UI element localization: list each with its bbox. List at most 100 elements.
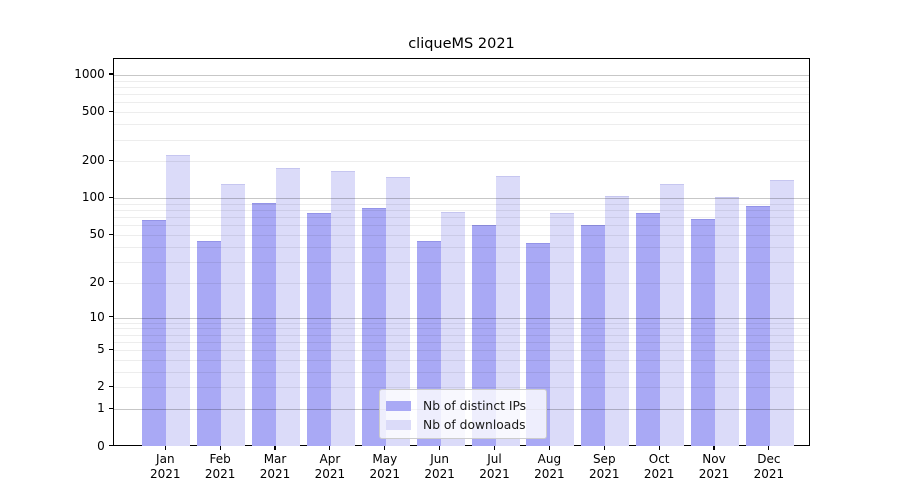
gridline-minor xyxy=(114,80,809,82)
gridline-minor xyxy=(114,328,809,330)
x-tick-month: Apr xyxy=(319,451,341,466)
bar-downloads xyxy=(605,195,630,447)
gridline-minor xyxy=(114,235,809,237)
gridline-major xyxy=(114,198,809,200)
x-tick-label: Jun 2021 xyxy=(408,452,472,482)
x-tick-mark xyxy=(164,445,166,450)
x-tick-month: Oct xyxy=(648,451,670,466)
y-tick-mark xyxy=(108,444,113,447)
gridline-minor xyxy=(114,225,809,227)
x-tick-mark xyxy=(329,445,331,450)
y-tick-label: 100 xyxy=(81,190,105,205)
x-tick-mark xyxy=(439,445,441,450)
gridline-minor xyxy=(114,261,809,263)
x-tick-mark xyxy=(274,445,276,450)
bar-distinct-ips xyxy=(142,219,167,447)
y-tick-mark xyxy=(108,196,113,198)
plot-area xyxy=(113,58,810,447)
gridline-minor xyxy=(114,102,809,104)
x-tick-year: 2021 xyxy=(479,466,510,481)
y-tick-mark xyxy=(108,233,113,235)
x-tick-mark xyxy=(493,445,496,450)
x-tick-mark xyxy=(384,445,386,450)
bar-distinct-ips xyxy=(690,218,715,447)
bar-downloads xyxy=(276,167,301,447)
x-tick-year: 2021 xyxy=(424,466,455,481)
gridline-minor xyxy=(114,387,809,389)
bar-downloads xyxy=(660,184,685,447)
y-tick-label: 1 xyxy=(97,401,105,416)
gridline-minor xyxy=(114,161,809,163)
gridline-major xyxy=(114,75,809,77)
x-tick-label: Nov 2021 xyxy=(682,452,746,482)
gridline-minor xyxy=(114,210,809,212)
y-tick-mark xyxy=(108,407,113,409)
x-tick-mark xyxy=(548,445,550,450)
x-tick-mark xyxy=(713,445,715,450)
bar-distinct-ips xyxy=(636,212,661,447)
x-tick-month: Mar xyxy=(263,451,287,466)
x-tick-label: Jan 2021 xyxy=(133,452,197,482)
x-tick-month: Aug xyxy=(537,451,562,466)
x-tick-month: Nov xyxy=(702,451,726,466)
gridline-minor xyxy=(114,371,809,373)
bar-distinct-ips xyxy=(581,225,606,447)
x-tick-month: Jul xyxy=(487,451,502,466)
legend-label-distinct-ips: Nb of distinct IPs xyxy=(423,398,527,413)
bar-distinct-ips xyxy=(745,205,770,447)
legend-swatch-distinct-ips xyxy=(386,400,411,411)
legend-swatch-downloads xyxy=(386,419,411,430)
gridline-minor xyxy=(114,124,809,126)
bar-downloads xyxy=(166,154,191,447)
y-tick-label: 1000 xyxy=(74,67,105,82)
x-tick-mark xyxy=(603,445,605,450)
x-tick-mark xyxy=(768,445,770,450)
x-tick-label: Jul 2021 xyxy=(463,452,527,482)
x-tick-month: Jun xyxy=(430,451,450,466)
chart-title: cliqueMS 2021 xyxy=(408,36,515,52)
bar-distinct-ips xyxy=(252,202,277,447)
y-tick-mark xyxy=(108,385,113,388)
gridline-major xyxy=(114,317,809,319)
x-tick-year: 2021 xyxy=(259,466,291,481)
x-tick-year: 2021 xyxy=(588,466,620,481)
x-tick-month: May xyxy=(372,451,398,466)
bar-downloads xyxy=(550,212,575,447)
gridline-minor xyxy=(114,246,809,248)
y-tick-mark xyxy=(108,159,113,161)
x-tick-year: 2021 xyxy=(753,466,785,481)
gridline-minor xyxy=(114,94,809,96)
x-tick-year: 2021 xyxy=(314,466,346,481)
bar-downloads xyxy=(769,180,794,447)
x-tick-label: Oct 2021 xyxy=(627,452,691,482)
y-tick-label: 50 xyxy=(89,227,105,242)
y-tick-label: 5 xyxy=(97,342,105,357)
bar-downloads xyxy=(221,183,246,447)
gridline-minor xyxy=(114,217,809,219)
y-tick-mark xyxy=(108,281,113,283)
y-tick-mark xyxy=(108,73,113,75)
x-tick-mark xyxy=(658,445,660,450)
x-tick-month: Sep xyxy=(592,451,616,466)
legend-item-downloads: Nb of downloads xyxy=(386,415,538,434)
x-tick-label: Apr 2021 xyxy=(298,452,362,482)
x-tick-year: 2021 xyxy=(534,466,565,481)
gridline-minor xyxy=(114,350,809,352)
bar-distinct-ips xyxy=(306,212,331,447)
x-tick-year: 2021 xyxy=(698,466,730,481)
x-tick-month: Dec xyxy=(757,451,781,466)
bar-distinct-ips xyxy=(197,240,222,447)
bar-downloads xyxy=(714,197,739,447)
y-tick-label: 0 xyxy=(97,438,105,453)
x-tick-year: 2021 xyxy=(150,466,181,481)
y-tick-label: 500 xyxy=(81,104,105,119)
x-tick-label: Dec 2021 xyxy=(737,452,801,482)
x-tick-label: Aug 2021 xyxy=(517,452,581,482)
legend: Nb of distinct IPs Nb of downloads xyxy=(379,389,547,439)
gridline-minor xyxy=(114,139,809,141)
gridline-minor xyxy=(114,341,809,343)
x-tick-month: Jan xyxy=(156,451,175,466)
gridline-minor xyxy=(114,87,809,89)
x-tick-year: 2021 xyxy=(204,466,236,481)
